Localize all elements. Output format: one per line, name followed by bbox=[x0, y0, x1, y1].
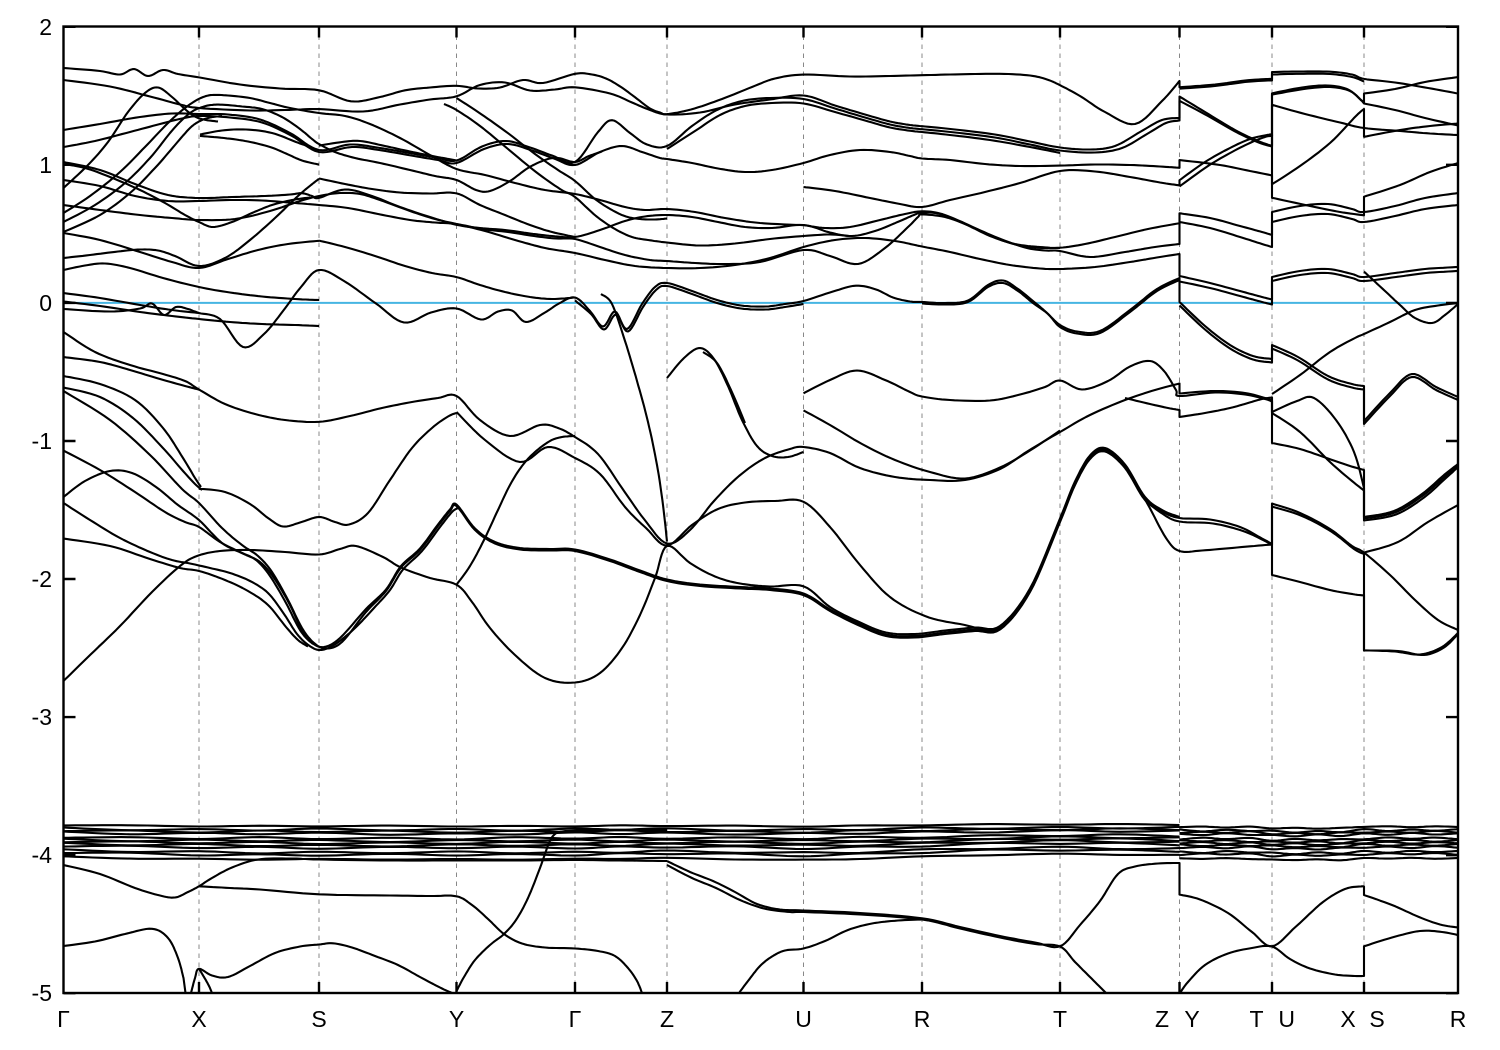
svg-text:Γ: Γ bbox=[57, 1006, 70, 1032]
svg-text:-5: -5 bbox=[32, 980, 52, 1006]
svg-text:S: S bbox=[311, 1006, 326, 1032]
svg-text:T: T bbox=[1249, 1006, 1263, 1032]
svg-text:T: T bbox=[1053, 1006, 1067, 1032]
svg-text:-1: -1 bbox=[32, 428, 52, 454]
svg-text:-4: -4 bbox=[32, 842, 53, 868]
svg-text:R: R bbox=[1450, 1006, 1467, 1032]
svg-text:S: S bbox=[1369, 1006, 1384, 1032]
svg-text:U: U bbox=[1278, 1006, 1295, 1032]
svg-text:Y: Y bbox=[449, 1006, 464, 1032]
svg-text:X: X bbox=[1340, 1006, 1355, 1032]
svg-text:-3: -3 bbox=[32, 704, 52, 730]
svg-text:2: 2 bbox=[39, 14, 52, 40]
svg-text:-2: -2 bbox=[32, 566, 52, 592]
svg-text:Γ: Γ bbox=[569, 1006, 582, 1032]
svg-text:1: 1 bbox=[39, 152, 52, 178]
svg-text:U: U bbox=[795, 1006, 812, 1032]
svg-text:X: X bbox=[191, 1006, 206, 1032]
svg-text:Y: Y bbox=[1184, 1006, 1199, 1032]
svg-text:R: R bbox=[914, 1006, 931, 1032]
svg-text:Z: Z bbox=[660, 1006, 674, 1032]
svg-text:0: 0 bbox=[39, 290, 52, 316]
svg-text:Z: Z bbox=[1155, 1006, 1169, 1032]
